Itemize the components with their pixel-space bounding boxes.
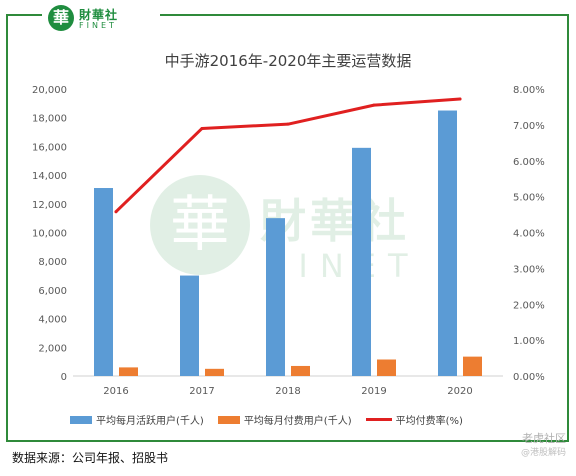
bar-mau — [180, 275, 199, 376]
brand-handle: @港股解码 — [520, 448, 566, 458]
bar-mau — [94, 188, 113, 376]
legend-swatch-mpu — [217, 415, 240, 424]
legend-swatch-rate — [365, 418, 392, 421]
bar-mpu — [463, 356, 482, 376]
y2-tick-label: 3.00% — [513, 264, 545, 275]
y-tick-label: 6,000 — [38, 286, 67, 297]
line-rate — [114, 97, 462, 214]
y-tick-label: 2,000 — [38, 343, 67, 354]
y-tick-label: 14,000 — [32, 171, 67, 182]
y2-tick-label: 4.00% — [513, 229, 545, 240]
y2-tick-label: 0.00% — [513, 372, 545, 383]
bar-mau — [266, 218, 285, 376]
source-note: 数据来源：公司年报、招股书 — [12, 451, 169, 465]
y-tick-label: 16,000 — [32, 142, 67, 153]
bar-mau — [352, 147, 371, 376]
legend-label-rate: 平均付费率(%) — [395, 416, 463, 427]
x-tick-label: 2019 — [361, 386, 386, 397]
y2-tick-label: 1.00% — [513, 336, 545, 347]
chart-title: 中手游2016年-2020年主要运营数据 — [164, 52, 412, 70]
x-tick-label: 2016 — [103, 386, 128, 397]
line-rate-point — [372, 103, 376, 107]
logo-name: 財華社 — [79, 8, 119, 22]
line-rate-point — [458, 97, 462, 101]
brand-name: 老虎社区 — [522, 432, 566, 445]
y-tick-label: 10,000 — [32, 229, 67, 240]
chart-legend: 平均每月活跃用户(千人) 平均每月付费用户(千人) 平均付费率(%) — [70, 412, 463, 427]
line-rate-point — [200, 126, 204, 130]
y2-tick-label: 7.00% — [513, 121, 545, 132]
legend-item-mau: 平均每月活跃用户(千人) — [70, 412, 204, 427]
y2-tick-label: 2.00% — [513, 300, 545, 311]
logo-mark-icon: 華 — [48, 5, 74, 31]
y-tick-label: 0 — [61, 372, 67, 383]
legend-label-mpu: 平均每月付费用户(千人) — [243, 416, 352, 427]
legend-item-rate: 平均付费率(%) — [365, 412, 463, 427]
y2-tick-label: 8.00% — [513, 85, 545, 96]
line-rate-point — [286, 122, 290, 126]
y2-tick-label: 6.00% — [513, 157, 545, 168]
legend-label-mau: 平均每月活跃用户(千人) — [96, 416, 204, 427]
bar-mpu — [119, 367, 138, 376]
bar-mpu — [377, 359, 396, 376]
legend-swatch-mau — [70, 415, 92, 424]
x-tick-label: 2018 — [275, 386, 300, 397]
bar-mau — [438, 110, 457, 377]
bar-mpu — [205, 368, 224, 376]
y2-tick-label: 5.00% — [513, 193, 545, 204]
y-tick-label: 18,000 — [32, 114, 67, 125]
y-tick-label: 4,000 — [38, 315, 67, 326]
brand-watermark: 老虎社区 @港股解码 — [521, 432, 566, 460]
logo-name-en: FINET — [79, 21, 117, 30]
bar-mpu — [291, 365, 310, 376]
y-tick-label: 20,000 — [32, 85, 67, 96]
legend-item-mpu: 平均每月付费用户(千人) — [217, 412, 352, 427]
y-tick-label: 12,000 — [32, 200, 67, 211]
x-tick-label: 2017 — [189, 386, 214, 397]
logo: 華 財華社 FINET — [42, 3, 160, 35]
x-tick-label: 2020 — [447, 386, 472, 397]
y-tick-label: 8,000 — [38, 257, 67, 268]
line-rate-point — [114, 210, 118, 214]
